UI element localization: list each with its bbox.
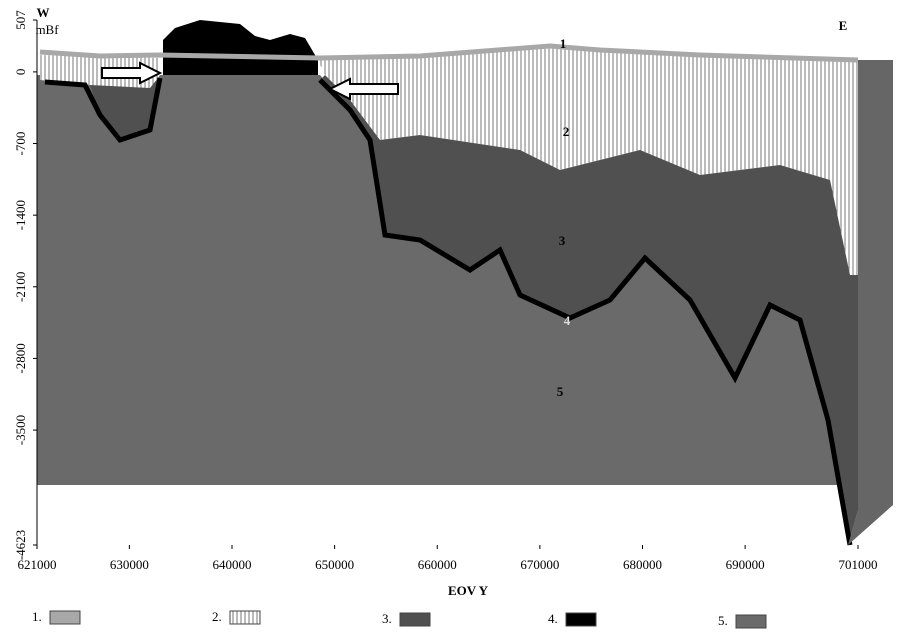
legend-swatch [566,613,596,626]
y-tick-label: 507 [13,10,28,30]
legend-swatch [400,613,430,626]
y-tick-label: 0 [13,69,28,76]
x-tick-label: 670000 [520,557,559,572]
legend-label: 4. [548,611,558,626]
x-tick-label: 701000 [839,557,878,572]
legend-label: 1. [32,609,42,624]
x-tick-label: 660000 [418,557,457,572]
legend-label: 3. [382,611,392,626]
layer-number: 3 [559,233,566,248]
layer-number: 1 [560,36,567,51]
legend-swatch [736,615,766,628]
x-tick-label: 680000 [623,557,662,572]
x-tick-label: 640000 [212,557,251,572]
legend-swatch [230,611,260,624]
y-tick-label: -2800 [13,343,28,373]
east-label: E [839,18,848,33]
x-label: EOV Y [448,583,489,598]
y-tick-label: -2100 [13,272,28,302]
x-tick-label: 630000 [110,557,149,572]
section [37,20,893,545]
legend-label: 2. [212,609,222,624]
y-tick-label: -1400 [13,200,28,230]
legend-swatch [50,611,80,624]
legend-label: 5. [718,613,728,628]
x-tick-label: 690000 [726,557,765,572]
layer-number: 4 [564,313,571,328]
layer-4-block [163,20,318,75]
layer-number: 5 [557,384,564,399]
y-label: mBf [35,22,59,37]
y-tick-label: -700 [13,132,28,156]
y-tick-label: -3500 [13,415,28,445]
west-label: W [37,5,50,20]
layer-number: 2 [563,124,570,139]
y-tick-label: -4623 [13,530,28,560]
x-tick-label: 621000 [18,557,57,572]
chart: 507 0 -700 -1400 -2100 -2800 -3500 -4623621000 6… [0,0,901,629]
x-tick-label: 650000 [315,557,354,572]
